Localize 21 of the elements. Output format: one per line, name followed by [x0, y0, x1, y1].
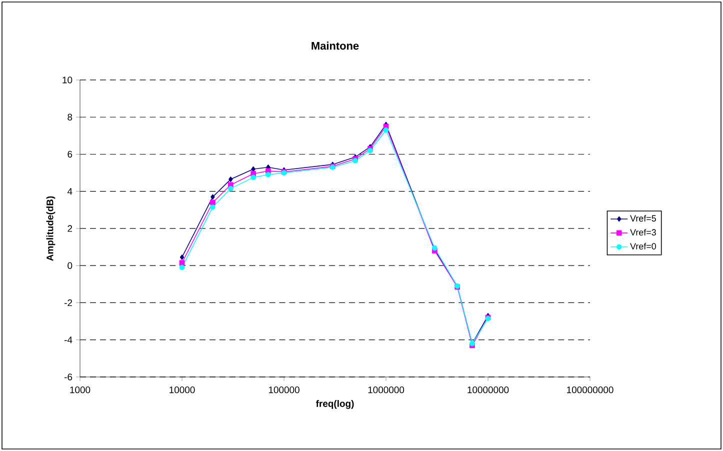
legend-label: Vref=3	[630, 228, 656, 236]
x-tick-label: 10000000	[468, 386, 509, 394]
y-tick-label: 0	[68, 262, 72, 269]
y-axis-title: Amplitude(dB)	[46, 196, 56, 261]
x-axis-title: freq(log)	[316, 400, 354, 409]
y-tick-label: -2	[64, 299, 72, 306]
x-tick-label: 1000000	[368, 386, 404, 394]
x-tick-label: 1000	[70, 386, 90, 394]
y-tick-label: -4	[64, 336, 72, 344]
y-tick-label: 4	[67, 188, 72, 195]
x-tick-label: 100000000	[567, 386, 614, 394]
y-tick-label: 2	[68, 225, 72, 232]
chart-title: Maintone	[312, 42, 359, 50]
y-tick-label: 10	[62, 76, 72, 84]
y-tick-label: 6	[68, 150, 72, 158]
x-tick-label: 100000	[268, 386, 300, 394]
y-tick-label: 8	[68, 114, 72, 120]
legend-label: Vref=0	[630, 242, 656, 250]
y-tick-label: -6	[64, 374, 72, 380]
legend-label: Vref=5	[630, 214, 656, 222]
x-tick-label: 10000	[170, 386, 195, 394]
